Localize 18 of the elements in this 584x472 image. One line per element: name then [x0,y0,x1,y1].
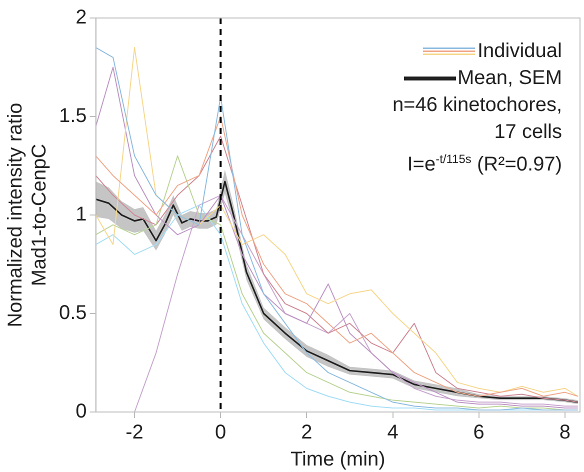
y-tick-label: 2 [76,6,87,29]
x-tick-label: 8 [559,422,570,444]
legend-label: Mean, SEM [458,66,562,91]
annotation: I=e$^{-t/115s}$ (R²=0.97) [406,151,562,178]
y-tick-label: 1.5 [58,105,87,128]
x-tick-label: 6 [473,422,484,444]
x-tick-label: 0 [215,422,226,444]
y-axis-title: Normalized intensity ratio Mad1-to-CenpC [4,102,51,328]
x-tick-label: -2 [126,422,144,444]
y-tick-label: 0 [76,400,87,423]
x-tick-label: 2 [301,422,312,444]
annotation: n=46 kinetochores, [392,93,562,118]
x-tick-label: 4 [387,422,398,444]
annotation: 17 cells [493,120,562,145]
y-tick-label: 1 [76,204,87,226]
y-tick-label: 0.5 [58,302,87,324]
legend-label: Individual [477,39,562,64]
x-axis-title: Time (min) [290,448,386,471]
